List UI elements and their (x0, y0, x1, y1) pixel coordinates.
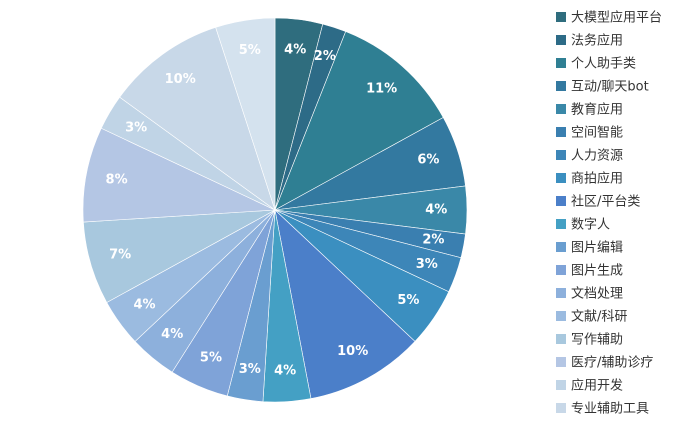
data-label: 10% (165, 72, 196, 87)
legend-swatch (556, 104, 566, 114)
data-label: 5% (200, 351, 222, 366)
data-label: 8% (106, 172, 128, 187)
legend-label: 人力资源 (571, 149, 623, 164)
legend-label: 图片生成 (571, 264, 623, 279)
legend-label: 写作辅助 (571, 333, 623, 348)
data-label: 3% (416, 257, 438, 272)
legend-label: 应用开发 (571, 378, 623, 394)
legend-label: 空间智能 (571, 126, 623, 141)
pie-slice (215, 17, 276, 211)
legend-label: 教育应用 (571, 102, 623, 118)
legend-label: 大模型应用平台 (571, 10, 662, 26)
pie-slice (82, 127, 276, 223)
pie-slice (274, 209, 416, 399)
legend-swatch (556, 380, 566, 390)
legend-swatch (556, 242, 566, 252)
legend-swatch (556, 12, 566, 22)
data-label: 2% (314, 49, 336, 64)
legend-swatch (556, 311, 566, 321)
legend-label: 文档处理 (571, 287, 623, 302)
pie-slice (119, 27, 276, 211)
legend-label: 个人助手类 (571, 57, 636, 72)
legend-label: 互动/聊天bot (571, 80, 649, 95)
legend-swatch (556, 81, 566, 91)
data-label: 4% (161, 327, 183, 342)
legend-swatch (556, 334, 566, 344)
data-label: 4% (284, 42, 306, 57)
legend-label: 文献/科研 (571, 310, 627, 325)
data-label: 11% (366, 82, 397, 97)
pie-slice (274, 31, 444, 211)
legend-swatch (556, 35, 566, 45)
data-label: 10% (337, 344, 368, 359)
data-label: 3% (125, 120, 147, 135)
legend-label: 商拍应用 (571, 171, 623, 187)
legend-label: 图片编辑 (571, 241, 623, 256)
legend-swatch (556, 196, 566, 206)
data-label: 3% (239, 362, 261, 377)
legend-label: 医疗/辅助诊疗 (571, 356, 653, 371)
legend-swatch (556, 357, 566, 367)
legend-swatch (556, 219, 566, 229)
data-label: 5% (239, 43, 261, 58)
legend-swatch (556, 150, 566, 160)
data-label: 4% (133, 297, 155, 312)
legend-label: 专业辅助工具 (571, 402, 649, 417)
data-label: 4% (425, 203, 447, 218)
data-label: 5% (397, 293, 419, 308)
legend-swatch (556, 403, 566, 413)
legend-swatch (556, 127, 566, 137)
legend-label: 数字人 (571, 218, 610, 233)
legend-swatch (556, 173, 566, 183)
legend-swatch (556, 58, 566, 68)
legend-label: 社区/平台类 (571, 194, 640, 210)
data-label: 4% (274, 363, 296, 378)
data-label: 2% (422, 233, 444, 248)
data-label: 6% (417, 153, 439, 168)
data-label: 7% (109, 247, 131, 262)
legend-label: 法务应用 (571, 33, 623, 49)
legend-swatch (556, 288, 566, 298)
legend-swatch (556, 265, 566, 275)
